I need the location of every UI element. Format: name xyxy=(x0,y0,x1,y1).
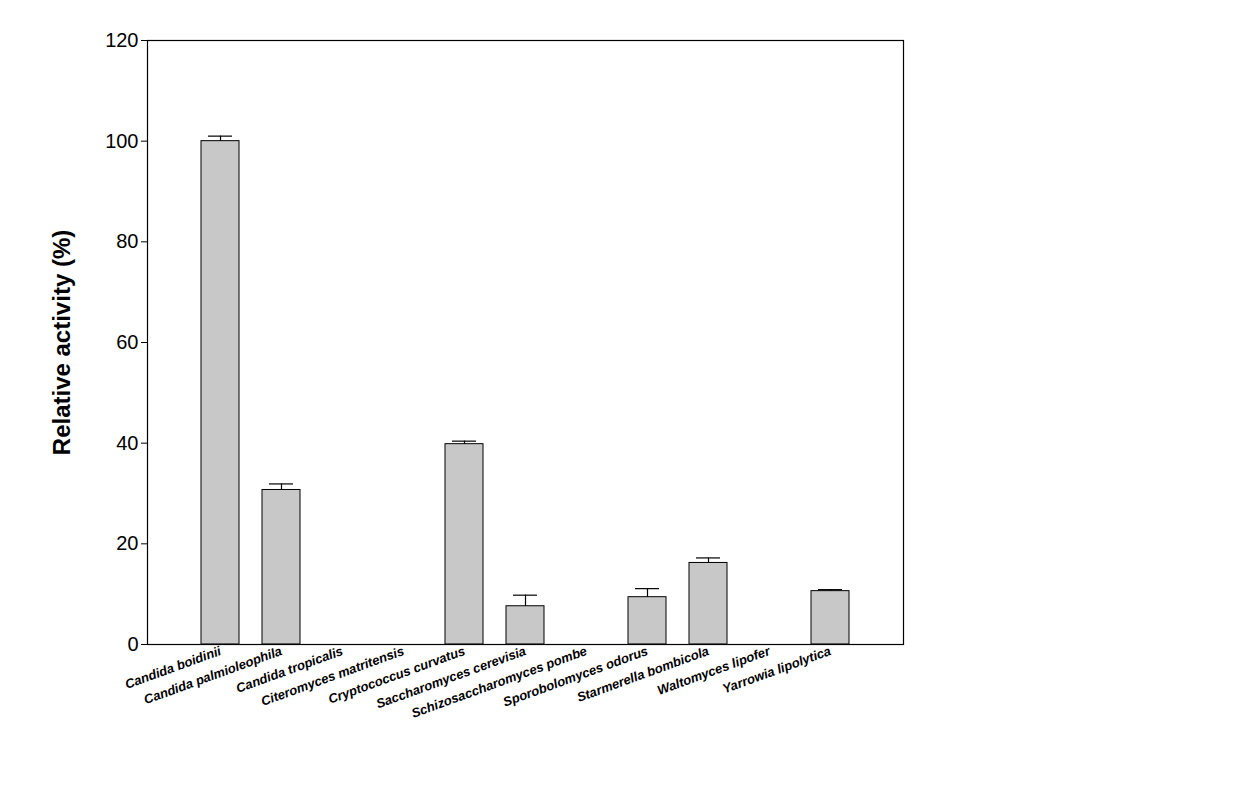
svg-text:Saccharomyces cerevisia: Saccharomyces cerevisia xyxy=(374,643,528,712)
svg-text:Relative activity (%): Relative activity (%) xyxy=(48,230,75,455)
svg-text:Candida palmioleophila: Candida palmioleophila xyxy=(141,643,284,708)
svg-text:Yarrowia lipolytica: Yarrowia lipolytica xyxy=(720,643,833,696)
svg-text:Starmerella bombicola: Starmerella bombicola xyxy=(574,643,711,705)
svg-text:0: 0 xyxy=(127,633,138,655)
svg-text:80: 80 xyxy=(116,230,138,252)
svg-text:40: 40 xyxy=(116,432,138,454)
svg-text:Candida boidinii: Candida boidinii xyxy=(122,643,223,692)
svg-text:Schizosaccharomyces pombe: Schizosaccharomyces pombe xyxy=(409,643,589,721)
svg-text:60: 60 xyxy=(116,331,138,353)
svg-text:Sporobolomyces odorus: Sporobolomyces odorus xyxy=(500,643,650,710)
svg-text:Candida tropicalis: Candida tropicalis xyxy=(233,643,345,696)
svg-text:20: 20 xyxy=(116,532,138,554)
svg-text:Cryptococcus curvatus: Cryptococcus curvatus xyxy=(326,643,467,707)
svg-text:Waltomyces lipofer: Waltomyces lipofer xyxy=(655,643,772,698)
svg-text:Citeromyces matritensis: Citeromyces matritensis xyxy=(258,643,406,709)
svg-text:100: 100 xyxy=(105,130,138,152)
svg-text:120: 120 xyxy=(105,29,138,51)
